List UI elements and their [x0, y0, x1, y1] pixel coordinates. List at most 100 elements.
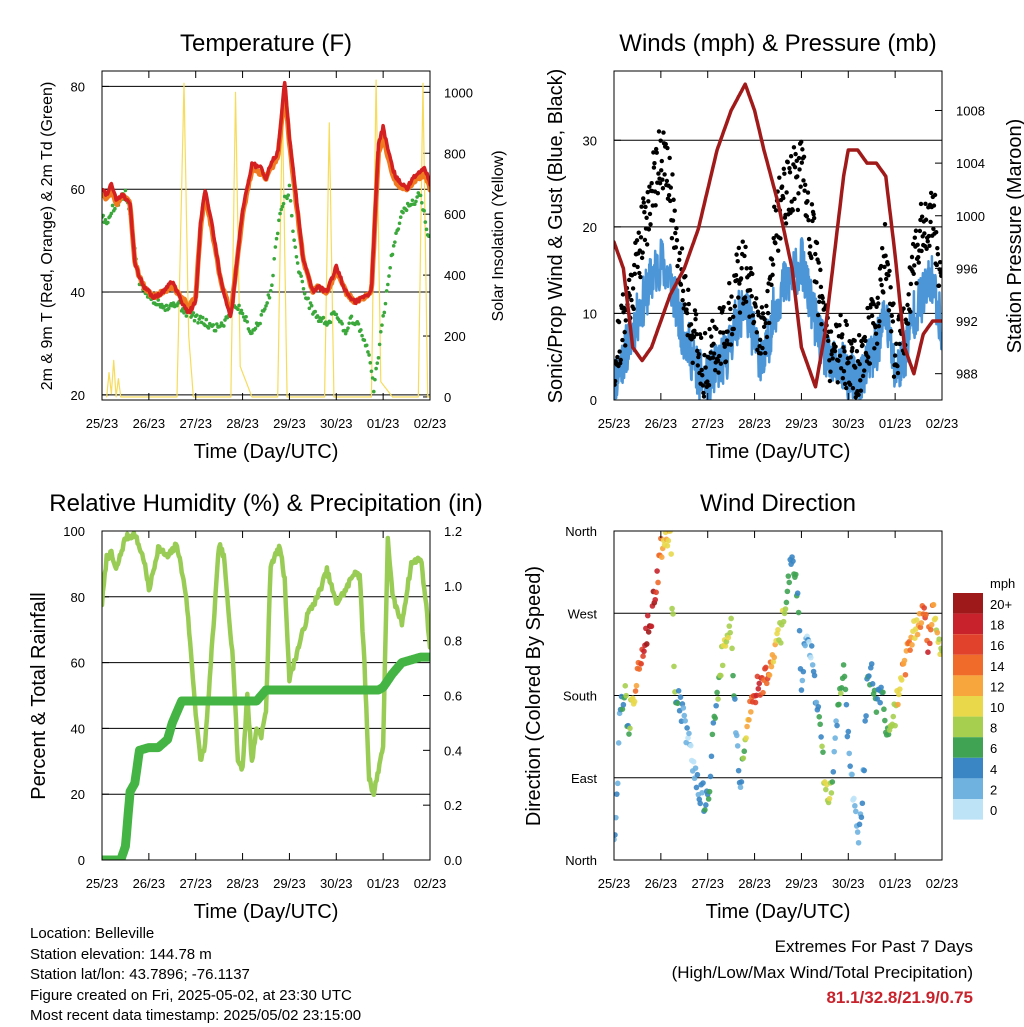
gust-point [711, 351, 717, 356]
direction-point [802, 642, 808, 649]
dewpoint-point [275, 231, 280, 236]
gust-point [862, 334, 867, 340]
plot-area [614, 82, 942, 400]
series-9m-temperature [102, 90, 430, 313]
dewpoint-point [285, 196, 289, 201]
direction-point [690, 758, 697, 765]
y-tick-label: 20 [71, 787, 85, 802]
dewpoint-point [237, 303, 241, 308]
direction-point [878, 684, 884, 691]
direction-point [748, 709, 754, 715]
gust-point [869, 313, 875, 319]
legend-label: 2 [990, 782, 997, 797]
dewpoint-point [383, 301, 388, 306]
gust-point [643, 204, 648, 210]
direction-point [846, 750, 853, 757]
gust-point [778, 236, 783, 241]
gust-point [668, 198, 673, 204]
y-axis-label: 2m & 9m T (Red, Orange) & 2m Td (Green) [39, 82, 56, 391]
x-tick-label: 01/23 [879, 416, 912, 431]
gust-point [700, 373, 705, 378]
gust-point [753, 304, 758, 309]
gust-point [635, 264, 640, 270]
gust-point [906, 292, 911, 297]
gust-point [726, 300, 731, 306]
dewpoint-point [268, 288, 273, 293]
gust-point [728, 306, 733, 312]
direction-point [800, 668, 807, 675]
x-tick-label: 28/23 [738, 416, 771, 431]
y-tick-label: South [563, 689, 597, 704]
direction-point [733, 732, 740, 739]
x-tick-label: 25/23 [598, 416, 631, 431]
dewpoint-point [113, 206, 117, 211]
gust-point [737, 281, 742, 286]
x-tick-label: 02/23 [926, 416, 959, 431]
gust-point [781, 166, 787, 172]
legend-swatch [953, 675, 983, 696]
x-tick-label: 29/23 [785, 876, 818, 891]
gust-point [720, 330, 726, 335]
direction-point [638, 661, 644, 667]
gust-point [751, 319, 757, 325]
dewpoint-point [211, 323, 216, 327]
gust-point [802, 188, 807, 193]
gust-point [760, 311, 766, 316]
gust-point [934, 262, 939, 268]
gust-point [736, 245, 742, 251]
dewpoint-point [277, 218, 281, 223]
dewpoint-point [109, 211, 114, 216]
direction-point [851, 795, 857, 802]
dewpoint-point [364, 343, 369, 348]
direction-point [892, 722, 898, 729]
y2-tick-label: 1.0 [444, 579, 462, 594]
gust-point [912, 235, 918, 240]
gust-point [911, 271, 916, 276]
location-text: Location: Belleville [30, 925, 155, 942]
gust-point [883, 253, 888, 258]
x-axis-label: Time (Day/UTC) [194, 901, 339, 923]
gust-point [914, 281, 919, 286]
gust-point [623, 318, 629, 323]
gust-point [890, 319, 896, 324]
gust-point [632, 262, 637, 268]
gust-point [727, 316, 733, 322]
gust-point [828, 329, 834, 334]
dewpoint-point [184, 314, 189, 318]
dewpoint-point [259, 313, 264, 317]
gust-point [642, 237, 648, 243]
gust-point [814, 240, 820, 246]
legend-swatch [953, 799, 983, 820]
direction-point [836, 701, 842, 708]
direction-point [780, 618, 787, 625]
direction-point [816, 714, 823, 720]
gust-point [799, 139, 804, 145]
gust-point [800, 147, 805, 152]
gust-point [708, 350, 713, 355]
gust-point [770, 272, 775, 278]
gust-point [842, 381, 848, 387]
gust-point [918, 201, 924, 207]
gust-point [882, 221, 888, 227]
direction-point [869, 681, 876, 687]
gust-point [721, 304, 726, 310]
gust-point [873, 324, 878, 330]
y-tick-label: West [568, 606, 598, 621]
gust-point [811, 215, 817, 221]
direction-point [744, 723, 750, 730]
gust-point [846, 360, 851, 365]
gust-point [638, 235, 644, 240]
gust-point [817, 299, 822, 305]
y-tick-label: 0 [78, 853, 85, 868]
y2-tick-label: 1008 [956, 103, 985, 118]
direction-point [729, 645, 735, 652]
direction-point [927, 640, 933, 647]
direction-point [728, 615, 734, 622]
gust-point [919, 248, 924, 254]
gust-point [660, 186, 666, 191]
y-tick-label: 40 [71, 721, 85, 736]
gust-point [805, 198, 810, 204]
direction-point [725, 634, 732, 641]
gust-point [932, 192, 938, 198]
gust-point [878, 277, 883, 282]
